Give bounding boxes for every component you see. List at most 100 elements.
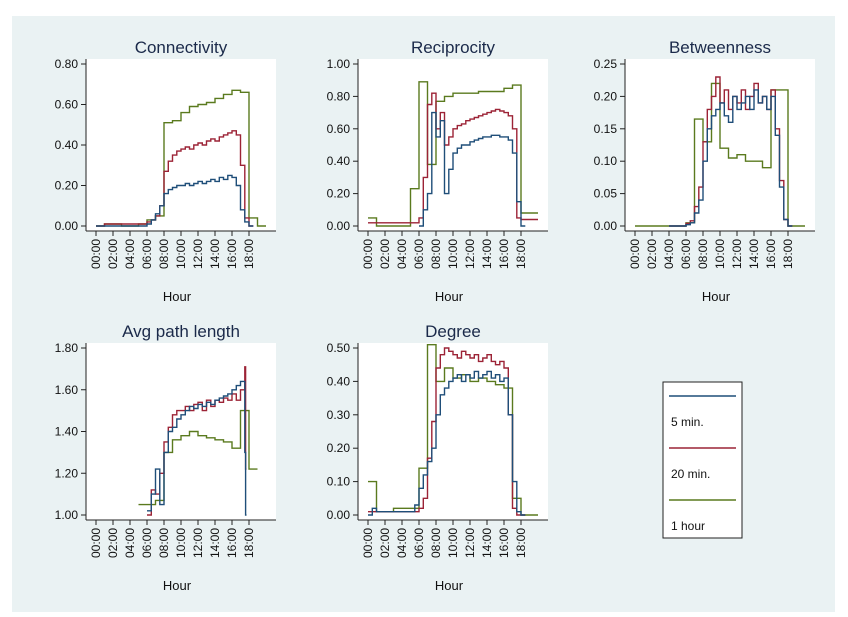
x-tick-label: 08:00 [696, 239, 710, 269]
y-tick-label: 0.60 [327, 122, 351, 136]
x-tick-label: 02:00 [106, 239, 120, 269]
x-tick-label: 16:00 [764, 239, 778, 269]
series-line-20-min- [368, 92, 538, 224]
x-axis-label: Hour [163, 578, 192, 593]
x-tick-label: 00:00 [89, 239, 103, 269]
series-line-20-min- [147, 366, 247, 516]
figure-panel: Connectivity 0.00 0.20 0.40 0.60 0.80 00:00 02:… [12, 16, 835, 612]
x-tick-label: 18:00 [242, 239, 256, 269]
x-tick-label: 14:00 [747, 239, 761, 269]
x-tick-label: 12:00 [191, 239, 205, 269]
x-tick-label: 16:00 [497, 239, 511, 269]
panel-avg-path-length: Avg path length 1.00 1.20 1.40 1.60 1.80 00:00… [55, 322, 276, 593]
y-tick-label: 1.40 [55, 425, 79, 439]
x-tick-label: 02:00 [378, 239, 392, 269]
y-tick-label: 0.20 [327, 441, 351, 455]
x-tick-label: 04:00 [662, 239, 676, 269]
plot-area [86, 59, 276, 231]
x-axis-label: Hour [702, 289, 731, 304]
x-tick-label: 18:00 [514, 239, 528, 269]
x-tick-label: 08:00 [157, 239, 171, 269]
y-tick-label: 0.40 [327, 374, 351, 388]
x-tick-label: 00:00 [628, 239, 642, 269]
x-tick-label: 14:00 [480, 239, 494, 269]
series-line-1-hour [368, 81, 538, 227]
panel-connectivity: Connectivity 0.00 0.20 0.40 0.60 0.80 00:00 02:… [55, 38, 276, 304]
y-tick-label: 0.30 [327, 408, 351, 422]
panel-title: Connectivity [135, 38, 228, 57]
legend: 5 min. 20 min. 1 hour [662, 381, 743, 539]
panel-title: Degree [425, 322, 481, 341]
x-tick-label: 08:00 [157, 528, 171, 558]
x-tick-label: 00:00 [89, 528, 103, 558]
legend-label: 20 min. [671, 467, 710, 481]
x-tick-label: 18:00 [781, 239, 795, 269]
y-tick-label: 0.00 [327, 219, 351, 233]
x-tick-label: 12:00 [191, 528, 205, 558]
y-tick-label: 1.80 [55, 341, 79, 355]
y-tick-label: 0.10 [327, 475, 351, 489]
y-tick-label: 0.00 [327, 508, 351, 522]
legend-box [662, 381, 743, 539]
x-tick-label: 12:00 [730, 239, 744, 269]
series-line-20-min- [368, 347, 526, 516]
x-tick-label: 04:00 [395, 528, 409, 558]
y-tick-label: 0.00 [594, 219, 618, 233]
x-axis-label: Hour [435, 578, 464, 593]
x-tick-label: 00:00 [361, 239, 375, 269]
x-tick-label: 00:00 [361, 528, 375, 558]
panel-title: Betweenness [669, 38, 771, 57]
y-tick-label: 0.60 [55, 98, 79, 112]
x-tick-label: 12:00 [463, 239, 477, 269]
x-tick-label: 06:00 [412, 239, 426, 269]
x-tick-label: 10:00 [174, 528, 188, 558]
y-tick-label: 1.60 [55, 383, 79, 397]
x-tick-label: 02:00 [378, 528, 392, 558]
x-tick-label: 18:00 [242, 528, 256, 558]
x-tick-label: 10:00 [446, 239, 460, 269]
panel-betweenness: Betweenness 0.00 0.05 0.10 0.15 0.20 0.25 00:00… [594, 38, 815, 304]
x-tick-label: 04:00 [395, 239, 409, 269]
y-tick-label: 0.80 [327, 89, 351, 103]
legend-label: 5 min. [671, 415, 704, 429]
y-tick-label: 0.20 [327, 187, 351, 201]
x-tick-label: 10:00 [174, 239, 188, 269]
x-tick-label: 08:00 [429, 528, 443, 558]
y-tick-label: 1.20 [55, 466, 79, 480]
x-tick-label: 10:00 [713, 239, 727, 269]
x-tick-label: 06:00 [679, 239, 693, 269]
plot-area [86, 343, 276, 520]
x-tick-label: 06:00 [140, 239, 154, 269]
x-tick-label: 02:00 [645, 239, 659, 269]
series-line-5-min- [147, 380, 247, 516]
panel-degree: Degree 0.00 0.10 0.20 0.30 0.40 0.50 00:00 02:00… [327, 322, 548, 593]
panel-reciprocity: Reciprocity 0.00 0.20 0.40 0.60 0.80 1.00 00:00… [327, 38, 548, 304]
x-tick-label: 14:00 [208, 528, 222, 558]
x-tick-label: 04:00 [123, 239, 137, 269]
y-tick-label: 0.20 [594, 89, 618, 103]
x-tick-label: 06:00 [412, 528, 426, 558]
y-tick-label: 0.20 [55, 179, 79, 193]
y-tick-label: 0.50 [327, 341, 351, 355]
x-axis-label: Hour [435, 289, 464, 304]
x-tick-label: 16:00 [225, 528, 239, 558]
panel-title: Avg path length [122, 322, 240, 341]
x-tick-label: 14:00 [480, 528, 494, 558]
y-tick-label: 1.00 [327, 57, 351, 71]
series-line-5-min- [368, 370, 526, 516]
x-tick-label: 02:00 [106, 528, 120, 558]
series-line-5-min- [96, 174, 254, 227]
x-tick-label: 14:00 [208, 239, 222, 269]
y-tick-label: 0.00 [55, 219, 79, 233]
truncated-caption-strip [0, 0, 848, 5]
y-tick-label: 0.40 [327, 154, 351, 168]
x-tick-label: 06:00 [140, 528, 154, 558]
y-tick-label: 0.80 [55, 57, 79, 71]
x-axis-label: Hour [163, 289, 192, 304]
x-tick-label: 10:00 [446, 528, 460, 558]
y-tick-label: 0.15 [594, 122, 618, 136]
y-tick-label: 0.05 [594, 187, 618, 201]
x-tick-label: 08:00 [429, 239, 443, 269]
x-tick-label: 16:00 [497, 528, 511, 558]
